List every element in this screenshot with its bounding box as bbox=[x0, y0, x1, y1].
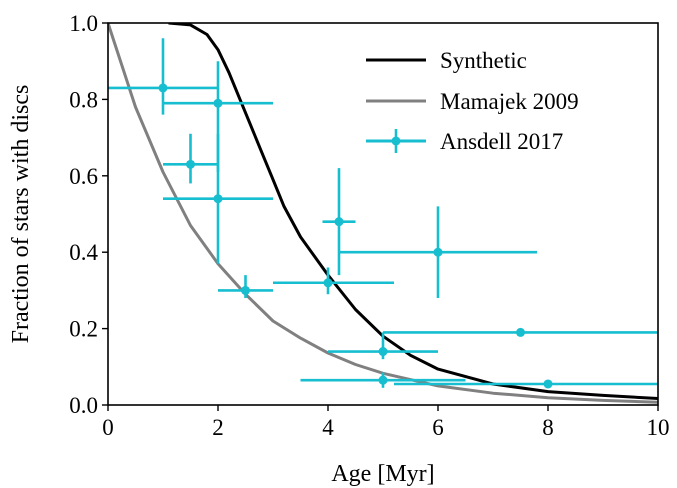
y-tick-label: 0.0 bbox=[69, 393, 98, 418]
plot-marks bbox=[108, 23, 658, 404]
x-axis-ticks: 0 2 4 6 8 10 bbox=[102, 405, 670, 440]
data-marker bbox=[433, 247, 443, 257]
legend-entry: Mamajek 2009 bbox=[366, 89, 579, 114]
data-marker bbox=[378, 347, 388, 357]
data-point-ansdell-2017 bbox=[163, 133, 273, 264]
data-point-ansdell-2017 bbox=[339, 206, 537, 299]
legend-label: Synthetic bbox=[440, 48, 527, 73]
plot-area bbox=[108, 23, 658, 404]
x-axis-label: Age [Myr] bbox=[331, 461, 434, 487]
data-marker bbox=[378, 375, 388, 385]
legend-entry: Ansdell 2017 bbox=[366, 129, 563, 154]
x-tick-label: 8 bbox=[542, 415, 554, 440]
y-tick-label: 0.4 bbox=[69, 240, 98, 265]
x-tick-label: 10 bbox=[647, 415, 670, 440]
legend-label: Mamajek 2009 bbox=[440, 89, 579, 114]
data-point-ansdell-2017 bbox=[218, 275, 273, 299]
data-marker bbox=[213, 98, 223, 108]
data-point-ansdell-2017 bbox=[383, 327, 658, 337]
data-marker bbox=[158, 83, 168, 93]
y-tick-label: 0.6 bbox=[69, 164, 98, 189]
data-point-ansdell-2017 bbox=[322, 168, 356, 276]
x-tick-label: 0 bbox=[102, 415, 114, 440]
legend-entry: Synthetic bbox=[366, 48, 527, 73]
data-marker bbox=[516, 327, 525, 337]
data-marker bbox=[334, 217, 344, 227]
x-tick-label: 4 bbox=[322, 415, 334, 440]
x-tick-label: 6 bbox=[432, 415, 444, 440]
plot-frame bbox=[107, 22, 659, 406]
series-line-synthetic bbox=[168, 23, 658, 400]
y-tick-label: 1.0 bbox=[69, 11, 98, 36]
legend-swatch-marker bbox=[391, 136, 401, 146]
data-point-ansdell-2017 bbox=[328, 332, 438, 360]
data-marker bbox=[323, 278, 333, 288]
data-point-ansdell-2017 bbox=[273, 267, 394, 295]
data-marker bbox=[543, 379, 553, 389]
data-point-ansdell-2017 bbox=[394, 379, 658, 389]
y-axis-label: Fraction of stars with discs bbox=[8, 85, 34, 344]
x-tick-label: 2 bbox=[212, 415, 224, 440]
legend: Synthetic Mamajek 2009 Ansdell 2017 bbox=[366, 48, 579, 154]
data-marker bbox=[213, 194, 223, 204]
y-tick-label: 0.2 bbox=[69, 317, 98, 342]
data-marker bbox=[241, 285, 250, 295]
data-point-ansdell-2017 bbox=[163, 133, 218, 184]
legend-label: Ansdell 2017 bbox=[440, 129, 563, 154]
y-axis-ticks: 0.0 0.2 0.4 0.6 0.8 1.0 bbox=[69, 11, 108, 418]
y-tick-label: 0.8 bbox=[69, 87, 98, 112]
data-marker bbox=[186, 159, 195, 169]
data-point-ansdell-2017 bbox=[300, 372, 466, 388]
